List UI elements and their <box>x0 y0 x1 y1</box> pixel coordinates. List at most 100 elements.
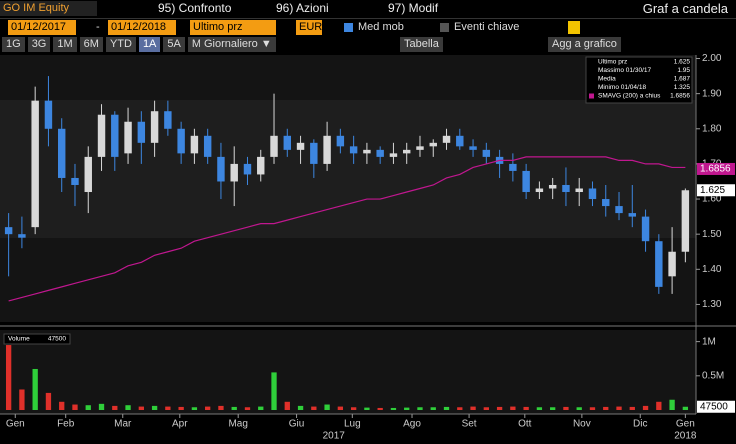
candle-body <box>336 135 345 147</box>
volume-bar <box>85 405 91 410</box>
volume-bar <box>178 406 184 410</box>
legend-name: Ultimo prz <box>598 59 627 66</box>
legend-name: Minimo 01/04/18 <box>598 84 646 91</box>
year-label: 2018 <box>674 431 697 442</box>
period-button[interactable]: 1A <box>138 37 161 52</box>
volume-bar <box>72 404 78 410</box>
candle-body <box>349 146 358 154</box>
candle-body <box>97 114 106 157</box>
candle-body <box>124 121 132 154</box>
x-tick-label: Mar <box>114 419 132 430</box>
candle-body <box>57 128 66 178</box>
volume-bar <box>151 405 158 410</box>
volume-bar <box>443 406 450 410</box>
period-button[interactable]: 6M <box>79 37 103 52</box>
period-button[interactable]: 1M <box>53 37 77 52</box>
candle-body <box>363 149 371 154</box>
add-button[interactable]: Agg a grafico <box>548 37 621 52</box>
end-date[interactable]: 01/12/2018 <box>108 20 176 35</box>
volume-bar <box>536 407 543 410</box>
checkbox[interactable] <box>440 23 449 32</box>
frequency-select[interactable]: Giornaliero ▼ <box>200 37 276 52</box>
volume-bar <box>656 401 662 410</box>
start-date[interactable]: 01/12/2017 <box>8 20 76 35</box>
legend-value: 1.6856 <box>670 93 690 100</box>
candle-body <box>681 190 690 252</box>
candle-body <box>310 142 318 164</box>
candle-body <box>548 184 557 189</box>
legend-value: 1.95 <box>677 67 690 74</box>
price-marker-label: 1.625 <box>700 185 725 196</box>
candle-body <box>4 227 13 235</box>
volume-bar <box>350 407 357 410</box>
candle-body <box>668 251 676 277</box>
candle-body <box>416 146 424 150</box>
legend-name: Media <box>598 76 616 83</box>
info-icon[interactable] <box>568 21 580 34</box>
candle-body <box>190 135 199 154</box>
volume-bar <box>496 406 503 410</box>
field-select[interactable]: Ultimo prz <box>190 20 276 35</box>
candle-body <box>137 121 146 143</box>
volume-bar <box>45 392 52 410</box>
candle-body <box>442 135 451 143</box>
candle-body <box>628 213 637 217</box>
candle-body <box>588 188 597 200</box>
candle-body <box>641 216 650 242</box>
volume-bar <box>457 407 463 410</box>
volume-bar <box>19 389 25 410</box>
volume-bar <box>404 407 410 410</box>
candle-body <box>296 142 305 150</box>
ticker-field[interactable]: GO IM Equity <box>0 1 97 16</box>
checkbox[interactable] <box>344 23 353 32</box>
candle-body <box>44 100 53 129</box>
option-label[interactable]: Med mob <box>358 21 404 33</box>
volume-bar <box>337 406 344 410</box>
option-label[interactable]: Eventi chiave <box>454 21 520 33</box>
menu-item[interactable]: 97) Modif <box>388 1 439 15</box>
candle-body <box>323 135 331 164</box>
date-separator: - <box>96 21 100 33</box>
x-tick-label: Ago <box>403 419 421 430</box>
volume-bar <box>59 401 65 410</box>
candle-body <box>655 241 663 287</box>
volume-bar <box>589 407 596 410</box>
period-button[interactable]: 3G <box>27 37 51 52</box>
candle-body <box>283 135 292 150</box>
y-tick-label: 2.00 <box>702 53 722 64</box>
candle-body <box>402 149 411 154</box>
menu-item[interactable]: 96) Azioni <box>276 1 329 15</box>
candle-body <box>230 163 238 182</box>
x-tick-label: Gen <box>6 419 25 430</box>
separator <box>0 18 736 19</box>
currency-select[interactable]: EUR <box>296 20 322 35</box>
y-tick-label: 1.40 <box>702 264 722 275</box>
volume-bar <box>165 406 171 410</box>
x-tick-label: Feb <box>57 419 75 430</box>
candle-body <box>469 146 477 150</box>
menu-item[interactable]: 95) Confronto <box>158 1 232 15</box>
volume-bar <box>218 405 224 410</box>
volume-bar <box>642 405 649 410</box>
x-tick-label: Ott <box>518 419 532 430</box>
period-button[interactable]: 1G <box>2 37 25 52</box>
volume-bar <box>417 407 423 410</box>
legend-name: Massimo 01/30/17 <box>598 67 651 74</box>
volume-bar <box>5 345 12 410</box>
volume-bar <box>364 407 370 410</box>
candle-body <box>203 135 212 157</box>
x-tick-label: Apr <box>172 419 188 430</box>
period-button[interactable]: 5A <box>163 37 185 52</box>
period-button[interactable]: YTD <box>105 37 136 52</box>
candle-body <box>602 199 610 207</box>
candle-body <box>177 128 185 154</box>
candle-body <box>111 114 119 157</box>
table-button[interactable]: Tabella <box>400 37 443 52</box>
volume-bar <box>138 406 144 410</box>
volume-bar <box>550 407 556 410</box>
volume-bar <box>682 406 689 410</box>
volume-background <box>0 330 696 414</box>
candle-body <box>389 153 398 157</box>
y-tick-label: 1.60 <box>702 194 722 205</box>
volume-bar <box>284 401 290 410</box>
